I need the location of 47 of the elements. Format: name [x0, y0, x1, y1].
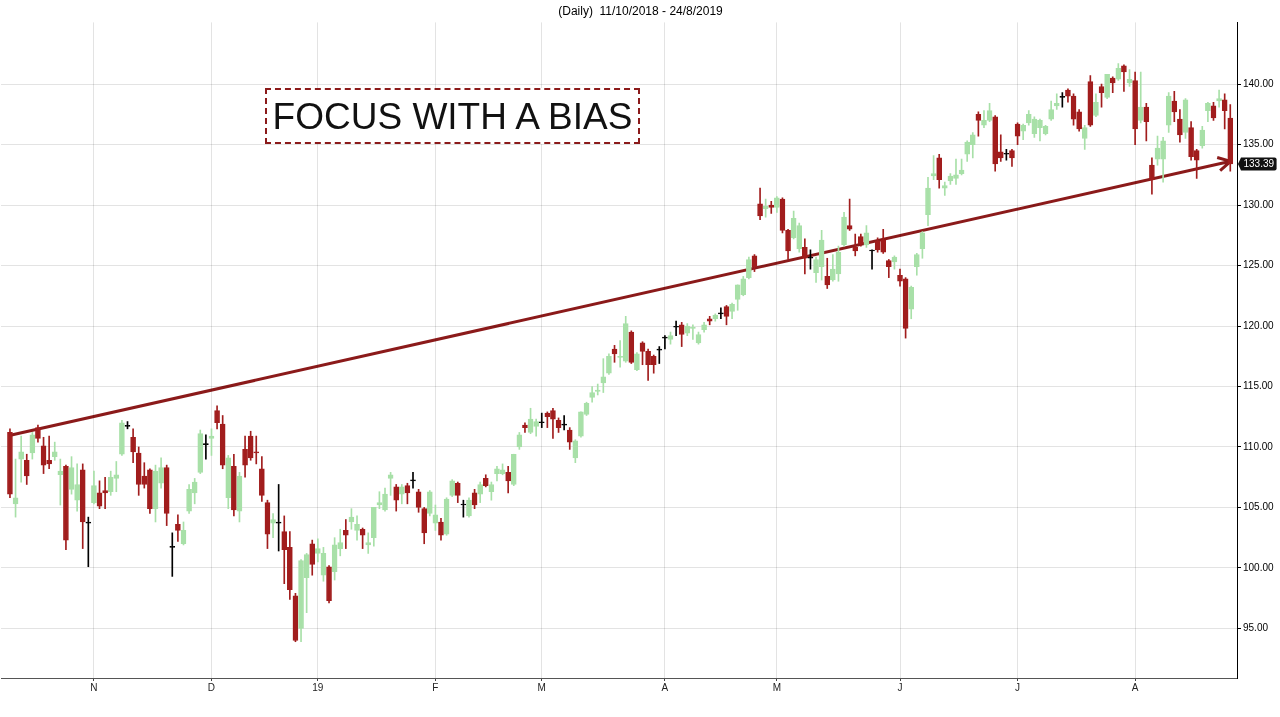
- x-tick-label: 19: [312, 681, 324, 693]
- candlestick: [18, 435, 24, 483]
- candlestick: [410, 472, 416, 489]
- x-tick-label: M: [772, 681, 782, 693]
- y-tick-label: 130.00: [1243, 198, 1275, 210]
- candlestick: [718, 307, 724, 320]
- candlestick: [941, 181, 948, 196]
- candlestick: [1053, 93, 1060, 110]
- candlestick: [852, 233, 859, 257]
- candlestick: [869, 249, 875, 270]
- y-tick-label: 125.00: [1243, 259, 1275, 271]
- x-tick-label: A: [661, 681, 669, 693]
- x-tick-label: F: [432, 681, 439, 693]
- candlestick: [673, 320, 679, 337]
- text: 133.39: [1243, 158, 1275, 170]
- candlestick: [561, 415, 567, 431]
- annotation: FOCUS WITH A BIAS: [265, 88, 640, 144]
- y-tick-label: 115.00: [1243, 380, 1274, 392]
- chart-title: (Daily) 11/10/2018 - 24/8/2019: [558, 3, 724, 18]
- x-tick-label: M: [537, 681, 546, 693]
- candlestick: [600, 358, 607, 393]
- x-tick-label: N: [90, 681, 98, 693]
- candlestick: [85, 516, 92, 568]
- candlestick: [656, 346, 663, 364]
- candlestick: [594, 383, 601, 396]
- candlestick: [365, 532, 372, 554]
- y-tick-label: 105.00: [1243, 501, 1275, 513]
- y-tick-label: 135.00: [1243, 138, 1275, 150]
- candlestick: [175, 514, 181, 542]
- candlestick: [1216, 89, 1222, 108]
- candlestick: [522, 422, 528, 433]
- candlestick: [538, 412, 545, 428]
- candlestick: [1121, 64, 1127, 92]
- candlestick: [662, 335, 668, 350]
- candlestick: [102, 476, 108, 509]
- candlestick: [768, 201, 775, 214]
- candlestick: [343, 519, 349, 549]
- y-tick-label: 110.00: [1243, 440, 1274, 452]
- y-tick-label: 95.00: [1243, 622, 1269, 634]
- y-tick-label: 100.00: [1243, 561, 1275, 573]
- x-tick-label: D: [207, 681, 216, 693]
- y-tick-label: 120.00: [1243, 319, 1275, 331]
- y-tick-label: 140.00: [1243, 77, 1275, 89]
- x-tick-label: A: [1131, 681, 1139, 693]
- x-tick-label: J: [897, 681, 903, 693]
- x-tick-label: J: [1015, 681, 1021, 693]
- candlestick: [270, 513, 276, 539]
